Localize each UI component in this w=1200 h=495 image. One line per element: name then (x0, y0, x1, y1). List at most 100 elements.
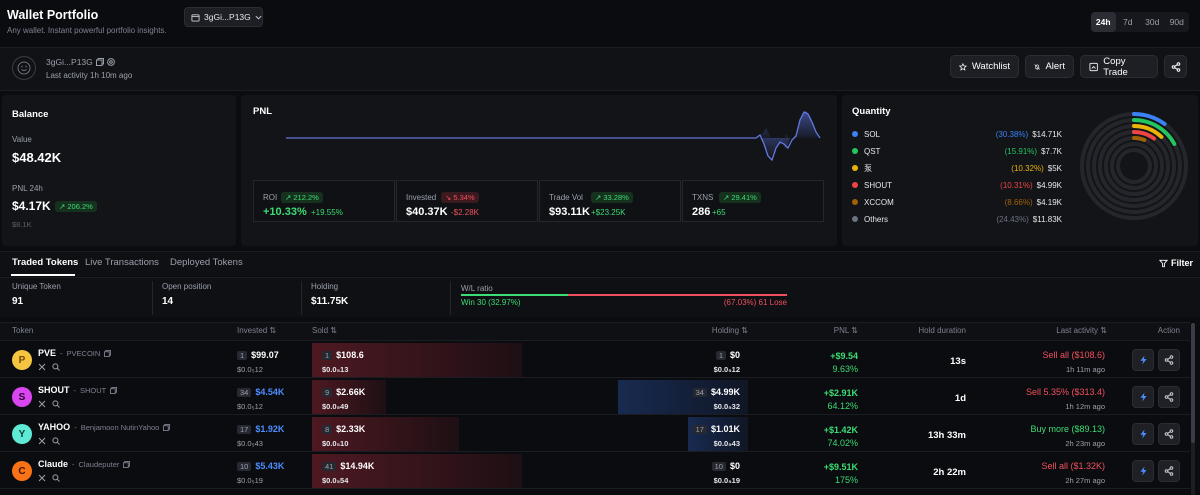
x-social-icon[interactable] (38, 437, 46, 445)
avatar (12, 56, 36, 80)
quantity-pct: (30.38%) (995, 129, 1029, 139)
holding-sub: $0.0₅19 (713, 476, 740, 485)
last-activity-time: 1h 12m ago (1065, 402, 1105, 411)
col-pnl[interactable]: PNL ⇅ (833, 326, 858, 335)
sold-cell: 9 $2.66K (322, 387, 365, 397)
token-title[interactable]: Claude - Claudeputer (38, 459, 131, 469)
table-scrollbar[interactable] (1191, 323, 1195, 495)
table-row[interactable] (0, 379, 1190, 415)
copy-icon[interactable] (104, 349, 112, 357)
table-row[interactable] (0, 453, 1190, 489)
sold-value: $108.6 (336, 350, 364, 360)
wl-lose-text: (67.03%) 61 Lose (723, 298, 787, 307)
col-last-activity[interactable]: Last activity ⇅ (1056, 326, 1107, 335)
quantity-value: $11.83K (1032, 214, 1062, 224)
summary-divider (152, 281, 153, 315)
token-symbol: SHOUT (38, 385, 70, 395)
quick-trade-button[interactable] (1132, 460, 1154, 482)
tab-live-transactions[interactable]: Live Transactions (85, 257, 159, 268)
alert-button[interactable]: Alert (1025, 55, 1074, 78)
row-share-button[interactable] (1158, 349, 1180, 371)
token-title[interactable]: PVE - PVECOIN (38, 348, 112, 358)
quick-trade-button[interactable] (1132, 423, 1154, 445)
stat-value: $40.37K (406, 206, 448, 218)
token-title[interactable]: YAHOO - Benjamoon NutinYahoo (38, 422, 171, 432)
row-share-button[interactable] (1158, 460, 1180, 482)
search-icon[interactable] (52, 474, 60, 482)
page-subtitle: Any wallet. Instant powerful portfolio i… (7, 26, 167, 35)
quantity-pct: (15.91%) (1004, 146, 1038, 156)
search-icon[interactable] (52, 400, 60, 408)
stat-badge: ↗ 33.28% (591, 192, 633, 203)
col-invested[interactable]: Invested ⇅ (237, 326, 277, 335)
last-activity-action: Sell all ($1.32K) (1041, 461, 1105, 471)
copy-trade-button[interactable]: Copy Trade (1080, 55, 1158, 78)
globe-icon[interactable] (106, 58, 115, 66)
timeframe-90d[interactable]: 90d (1169, 17, 1184, 27)
row-share-button[interactable] (1158, 386, 1180, 408)
token-fullname: Benjamoon NutinYahoo (80, 422, 160, 432)
stat-badge-text: 33.28% (603, 193, 629, 202)
copy-icon[interactable] (123, 460, 131, 468)
timeframe-24h[interactable]: 24h (1091, 12, 1116, 32)
share-icon (1164, 429, 1174, 439)
copy-icon[interactable] (110, 386, 118, 394)
donut-ring-track (1116, 148, 1152, 184)
tab-traded-tokens[interactable]: Traded Tokens (12, 257, 79, 268)
active-tab-indicator (11, 274, 75, 276)
invested-count: 10 (237, 461, 252, 471)
quick-trade-button[interactable] (1132, 349, 1154, 371)
tab-deployed-tokens[interactable]: Deployed Tokens (170, 257, 243, 268)
invested-value: $4.54K (255, 387, 285, 397)
lightning-icon (1140, 429, 1146, 439)
watchlist-button[interactable]: Watchlist (950, 55, 1019, 78)
legend-dot (852, 216, 858, 222)
col-sold-label: Sold (312, 326, 329, 335)
copy-icon[interactable] (163, 423, 171, 431)
copy-icon[interactable] (95, 58, 104, 66)
col-pnl-label: PNL (833, 326, 850, 335)
share-icon (1171, 61, 1180, 72)
share-icon (1164, 355, 1174, 365)
x-social-icon[interactable] (38, 400, 46, 408)
quick-trade-button[interactable] (1132, 386, 1154, 408)
row-share-button[interactable] (1158, 423, 1180, 445)
alert-label: Alert (1045, 61, 1065, 72)
pnl24-badge-text: 206.2% (67, 202, 93, 211)
col-action: Action (1157, 326, 1180, 335)
quantity-name: 泵 (864, 163, 872, 173)
holding-cell: 1 $0 (640, 350, 740, 360)
pnl-value: +$1.42K (823, 425, 858, 435)
wallet-icon (191, 13, 200, 22)
table-row[interactable] (0, 416, 1190, 452)
holding-sub: $0.0₅43 (713, 439, 740, 448)
col-sold[interactable]: Sold ⇅ (312, 326, 337, 335)
holding-cell: 34 $4.99K (640, 387, 740, 397)
wl-win-fill (461, 294, 569, 296)
stat-delta: +19.55% (311, 208, 343, 217)
token-title[interactable]: SHOUT - SHOUT (38, 385, 118, 395)
timeframe-7d[interactable]: 7d (1123, 17, 1133, 27)
x-social-icon[interactable] (38, 474, 46, 482)
filter-button[interactable]: Filter (1159, 258, 1193, 268)
last-activity-action: Sell all ($108.6) (1042, 350, 1105, 360)
unique-token-value: 91 (12, 296, 24, 307)
legend-dot (852, 131, 858, 137)
col-holding[interactable]: Holding ⇅ (711, 326, 748, 335)
quantity-title: Quantity (852, 106, 891, 117)
invested-cell: 1 $99.07 (237, 350, 279, 360)
share-icon (1164, 466, 1174, 476)
table-row[interactable] (0, 342, 1190, 378)
holding-value: $11.75K (311, 296, 349, 307)
holding-bar (618, 380, 748, 414)
last-activity-action: Sell 5.35% ($313.4) (1025, 387, 1105, 397)
share-button[interactable] (1164, 55, 1187, 78)
scrollbar-thumb[interactable] (1191, 323, 1195, 443)
search-icon[interactable] (52, 363, 60, 371)
wallet-selector[interactable]: 3gGi...P13G (184, 7, 263, 27)
sold-count: 8 (322, 424, 333, 434)
x-social-icon[interactable] (38, 363, 46, 371)
sold-bar (312, 343, 522, 377)
timeframe-30d[interactable]: 30d (1145, 17, 1160, 27)
search-icon[interactable] (52, 437, 60, 445)
